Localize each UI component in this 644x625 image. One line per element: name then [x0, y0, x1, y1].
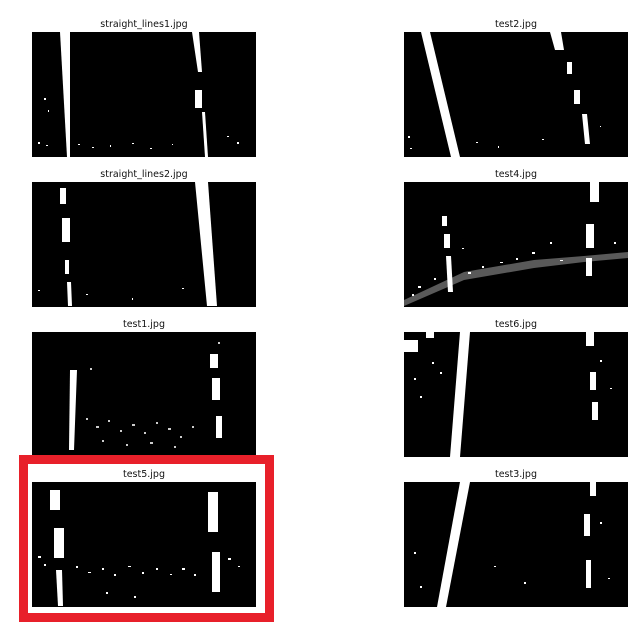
- lane-pixels-graphic: [404, 182, 628, 307]
- lane-pixels-graphic: [404, 482, 628, 607]
- binary-lane-image: [32, 182, 256, 307]
- binary-lane-image: [32, 32, 256, 157]
- panel-title: test5.jpg: [122, 469, 165, 480]
- panel-title: straight_lines1.jpg: [100, 19, 188, 30]
- panel-title: test2.jpg: [494, 19, 537, 30]
- panel-title: test1.jpg: [122, 319, 165, 330]
- lane-pixels-graphic: [32, 182, 256, 307]
- binary-lane-image: [404, 182, 628, 307]
- lane-pixels-graphic: [404, 332, 628, 457]
- lane-pixels-graphic: [32, 482, 256, 607]
- panel-title: test4.jpg: [494, 169, 537, 180]
- lane-pixels-graphic: [32, 332, 256, 457]
- panel-title: test6.jpg: [494, 319, 537, 330]
- binary-lane-image: [404, 332, 628, 457]
- lane-pixels-graphic: [404, 32, 628, 157]
- lane-pixels-graphic: [32, 32, 256, 157]
- binary-lane-image: [404, 482, 628, 607]
- panel-title: straight_lines2.jpg: [100, 169, 188, 180]
- binary-lane-image: [404, 32, 628, 157]
- panel-title: test3.jpg: [494, 469, 537, 480]
- binary-lane-image: [32, 332, 256, 457]
- binary-lane-image: [32, 482, 256, 607]
